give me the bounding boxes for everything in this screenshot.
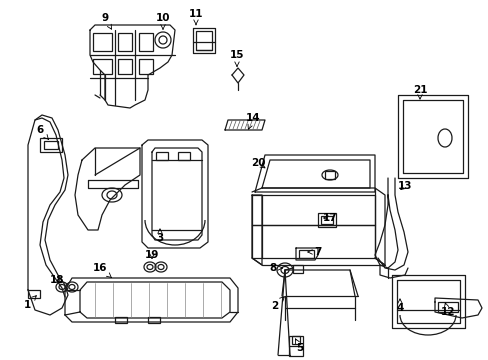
Bar xyxy=(288,336,303,356)
Bar xyxy=(93,33,112,51)
Bar xyxy=(437,302,457,312)
Bar xyxy=(196,31,212,50)
Text: 8: 8 xyxy=(269,263,282,273)
Text: 16: 16 xyxy=(93,263,111,278)
Bar xyxy=(325,171,334,179)
Text: 17: 17 xyxy=(322,213,337,223)
Text: 5: 5 xyxy=(295,339,303,353)
Text: 19: 19 xyxy=(144,250,159,260)
Text: 13: 13 xyxy=(397,181,411,191)
Bar xyxy=(320,216,332,224)
Text: 11: 11 xyxy=(188,9,203,25)
Bar xyxy=(118,33,132,51)
Text: 6: 6 xyxy=(36,125,48,139)
Bar xyxy=(139,33,153,51)
Text: 21: 21 xyxy=(412,85,427,99)
Bar xyxy=(93,59,112,74)
Bar xyxy=(115,317,127,323)
Text: 7: 7 xyxy=(307,247,321,257)
Text: 10: 10 xyxy=(156,13,170,29)
Bar xyxy=(118,59,132,74)
Text: 14: 14 xyxy=(245,113,260,129)
Bar xyxy=(44,141,58,149)
Bar xyxy=(298,250,313,258)
Bar xyxy=(178,152,190,160)
Text: 1: 1 xyxy=(23,296,36,310)
Text: 4: 4 xyxy=(395,299,403,313)
Text: 3: 3 xyxy=(156,229,163,243)
Text: 9: 9 xyxy=(101,13,111,29)
Bar xyxy=(291,336,299,344)
Text: 15: 15 xyxy=(229,50,244,66)
Bar xyxy=(317,213,335,227)
Bar xyxy=(139,59,153,74)
Bar xyxy=(148,317,160,323)
Text: 18: 18 xyxy=(50,275,64,285)
Text: 20: 20 xyxy=(250,158,264,168)
Text: 2: 2 xyxy=(271,297,284,311)
Text: 12: 12 xyxy=(440,303,454,317)
Bar xyxy=(40,138,62,152)
Bar xyxy=(28,290,40,298)
Bar xyxy=(156,152,168,160)
Bar xyxy=(292,265,303,273)
